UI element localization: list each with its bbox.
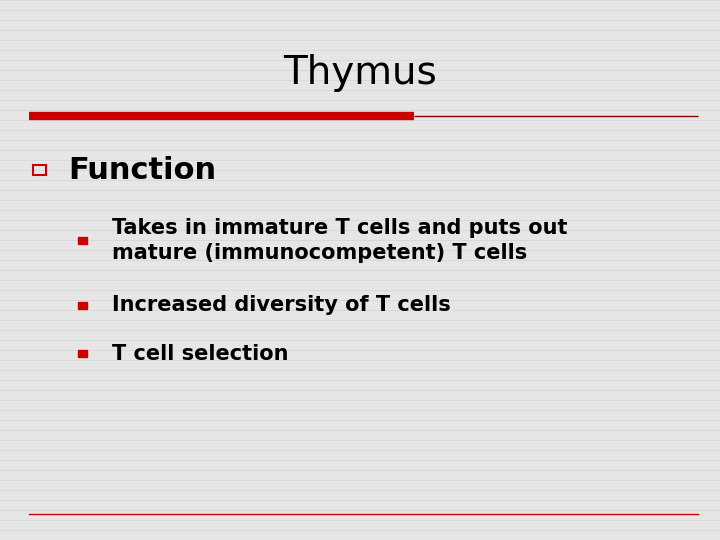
Bar [78, 301, 88, 309]
Text: T cell selection: T cell selection [112, 343, 288, 364]
Text: Takes in immature T cells and puts out
mature (immunocompetent) T cells: Takes in immature T cells and puts out m… [112, 218, 567, 262]
Bar [33, 165, 46, 175]
Bar [78, 350, 88, 357]
Bar [78, 237, 88, 244]
Text: Increased diversity of T cells: Increased diversity of T cells [112, 295, 450, 315]
Text: Thymus: Thymus [283, 54, 437, 92]
Text: Function: Function [68, 156, 217, 185]
